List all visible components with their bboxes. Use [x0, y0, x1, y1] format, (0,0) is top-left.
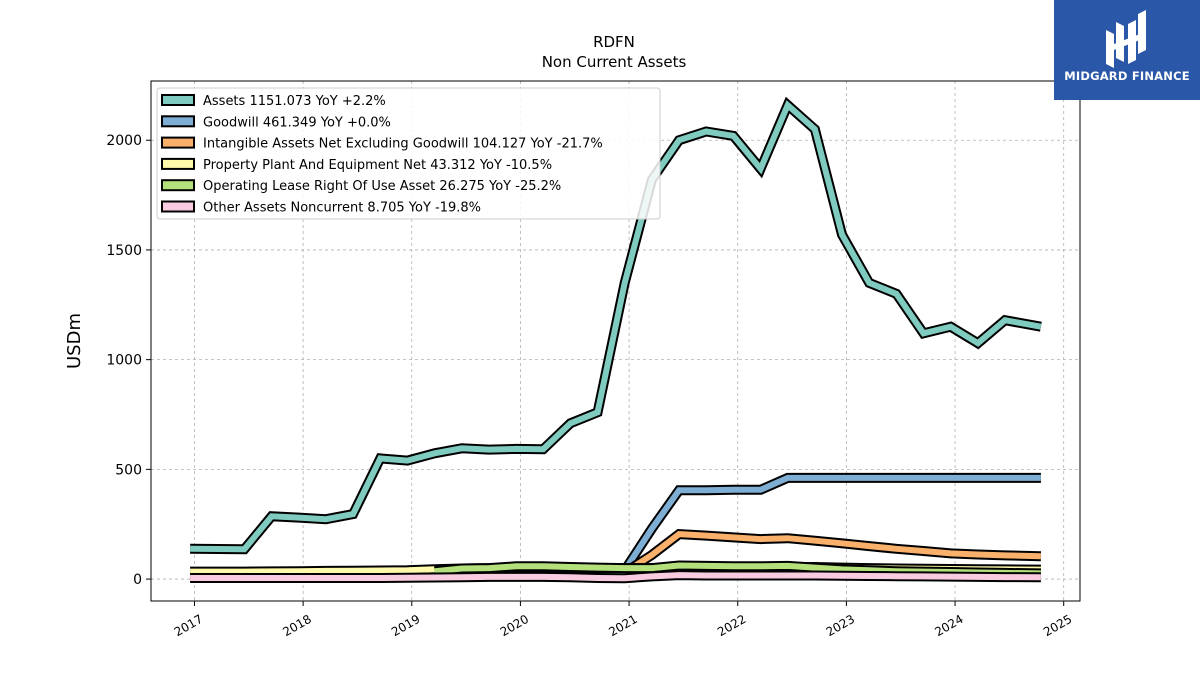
- x-tick-label: 2021: [606, 612, 639, 639]
- y-tick-label: 2000: [106, 133, 142, 149]
- x-tick-label: 2025: [1041, 612, 1074, 639]
- legend-label: Assets 1151.073 YoY +2.2%: [203, 94, 386, 109]
- legend-swatch: [161, 200, 195, 213]
- legend-label: Goodwill 461.349 YoY +0.0%: [203, 115, 391, 130]
- y-axis-label: USDm: [64, 313, 85, 369]
- series-lines: [190, 96, 1042, 584]
- chart-title: RDFN: [593, 33, 635, 51]
- y-axis: 0 500 1000 1500 2000: [106, 133, 151, 588]
- legend-swatch: [161, 115, 195, 128]
- x-tick-label: 2023: [824, 612, 857, 639]
- legend: Assets 1151.073 YoY +2.2% Goodwill 461.34…: [156, 87, 661, 220]
- x-tick-label: 2022: [715, 612, 748, 639]
- legend-label: Operating Lease Right Of Use Asset 26.27…: [203, 179, 561, 194]
- plot-frame: [150, 80, 1081, 602]
- x-axis: 2017 2018 2019 2020 2021 2022 2023 2024 2025: [172, 601, 1074, 639]
- y-tick-label: 500: [115, 462, 142, 478]
- y-tick-label: 0: [133, 572, 142, 588]
- series-line-2: [623, 531, 1041, 576]
- x-tick-label: 2019: [389, 612, 422, 639]
- legend-swatch: [161, 179, 195, 192]
- chart-subtitle: Non Current Assets: [542, 53, 687, 71]
- midgard-finance-logo: MIDGARD FINANCE: [1054, 0, 1200, 100]
- x-tick-label: 2024: [932, 612, 965, 639]
- x-tick-label: 2020: [498, 612, 531, 639]
- series-line-5: [190, 572, 1041, 582]
- logo-mark-icon: [1106, 10, 1146, 68]
- legend-swatch: [161, 157, 195, 170]
- logo-text: MIDGARD FINANCE: [1064, 69, 1190, 83]
- legend-label: Intangible Assets Net Excluding Goodwill…: [203, 137, 603, 152]
- y-tick-label: 1500: [106, 243, 142, 259]
- y-tick-label: 1000: [106, 353, 142, 369]
- series-line-1: [622, 474, 1041, 572]
- legend-label: Property Plant And Equipment Net 43.312 …: [203, 158, 552, 173]
- legend-box: [156, 87, 661, 220]
- legend-label: Other Assets Noncurrent 8.705 YoY -19.8%: [203, 201, 481, 216]
- legend-swatch: [161, 136, 195, 149]
- x-tick-label: 2017: [172, 612, 205, 639]
- series-line-0: [190, 100, 1042, 553]
- legend-swatch: [161, 94, 195, 106]
- x-tick-label: 2018: [280, 612, 313, 639]
